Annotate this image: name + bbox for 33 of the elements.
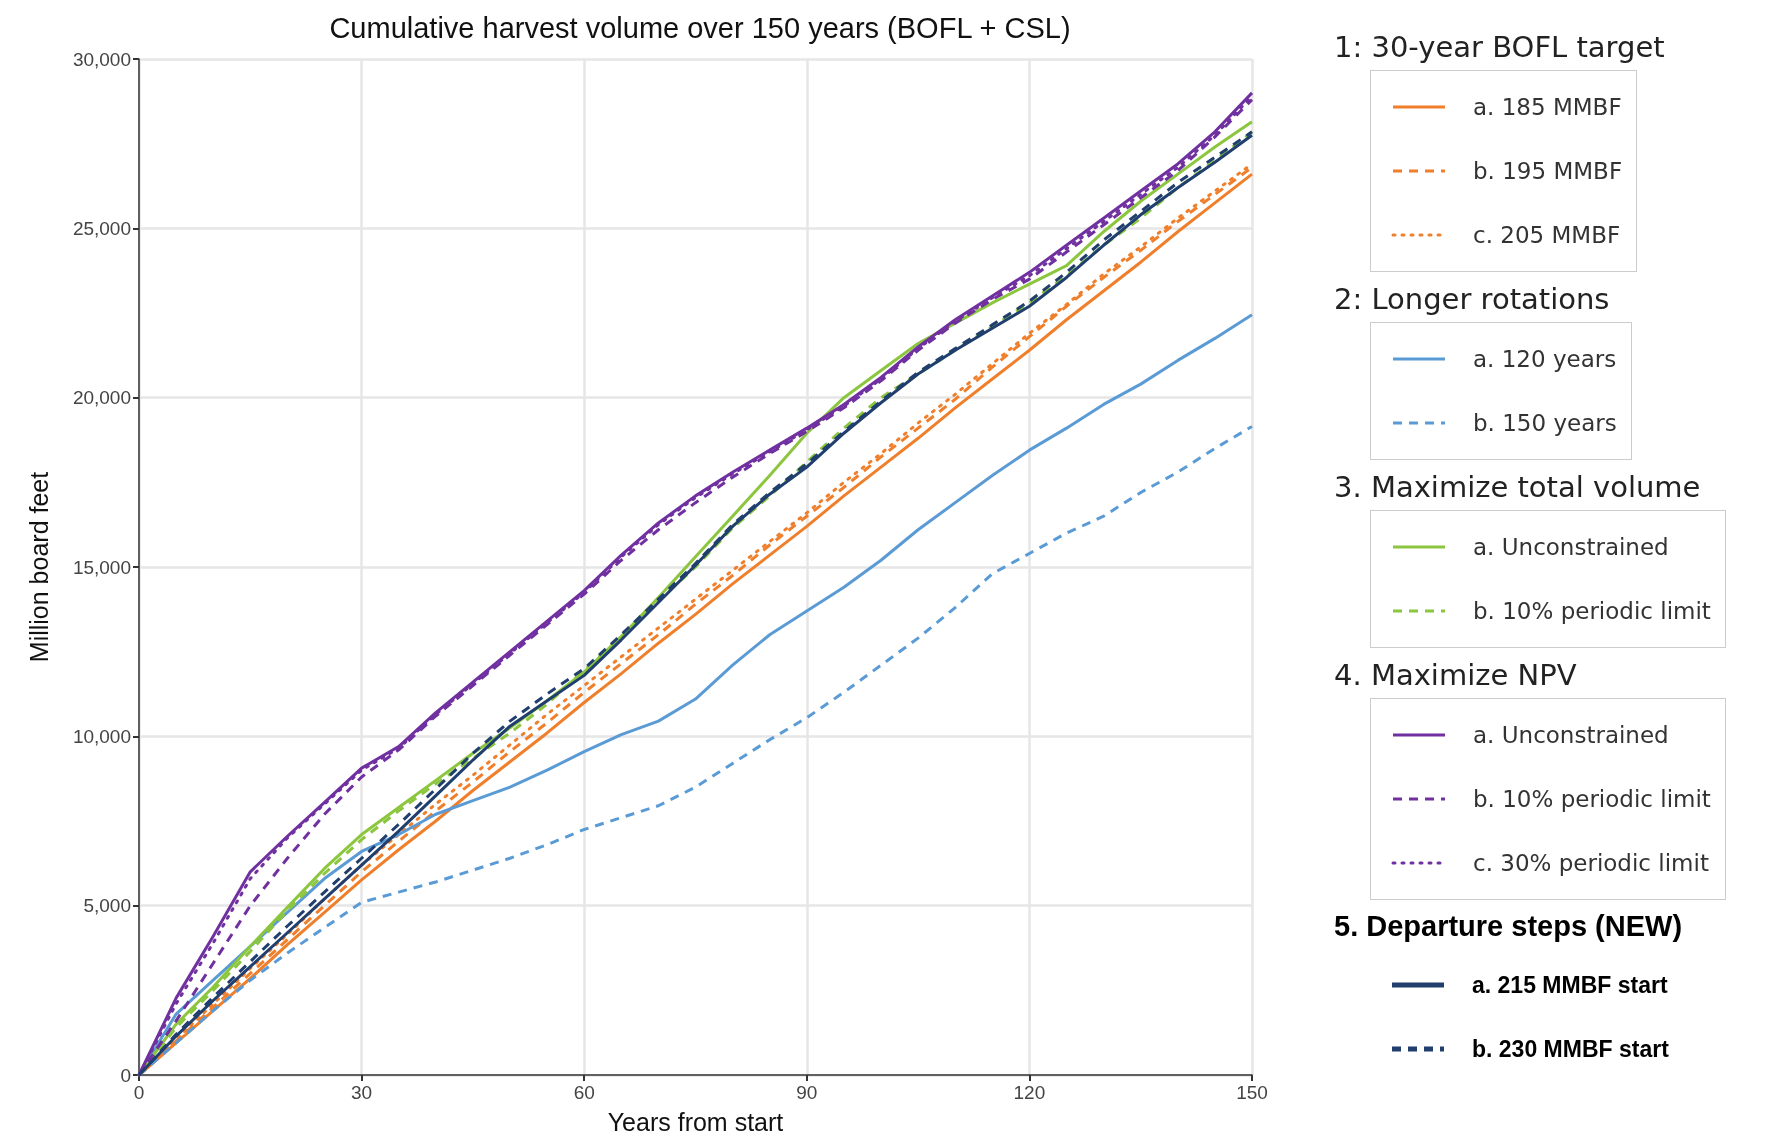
legend-label: b. 10% periodic limit bbox=[1473, 598, 1711, 624]
legend-label: a. 215 MMBF start bbox=[1472, 971, 1668, 999]
x-tick-label: 150 bbox=[1236, 1082, 1268, 1103]
text: 1: 30-year BOFL target bbox=[1334, 30, 1666, 64]
x-tick-label: 30 bbox=[351, 1082, 373, 1103]
legend-label: b. 150 years bbox=[1473, 410, 1617, 436]
y-tick-label: 20,000 bbox=[72, 387, 131, 409]
legend-label: b. 195 MMBF bbox=[1473, 158, 1623, 184]
text: 2: Longer rotations bbox=[1334, 282, 1611, 316]
legend-label: a. Unconstrained bbox=[1473, 534, 1669, 560]
text: 4. Maximize NPV bbox=[1334, 658, 1578, 692]
y-tick-label: 0 bbox=[120, 1064, 131, 1086]
legend-label: a. Unconstrained bbox=[1473, 722, 1669, 748]
legend-label: c. 205 MMBF bbox=[1473, 222, 1621, 248]
text: 5. Departure steps (NEW) bbox=[1334, 910, 1684, 943]
y-tick-label: 5,000 bbox=[83, 895, 131, 917]
legend-label: c. 30% periodic limit bbox=[1473, 850, 1709, 876]
y-axis-title: Million board feet bbox=[24, 471, 53, 663]
x-tick-label: 0 bbox=[133, 1082, 145, 1103]
y-tick-label: 10,000 bbox=[72, 725, 131, 747]
chart-title: Cumulative harvest volume over 150 years (BOFL + CSL) bbox=[329, 11, 1071, 44]
x-tick-label: 60 bbox=[573, 1082, 595, 1103]
x-axis-title: Years from start bbox=[607, 1107, 784, 1136]
legend-label: a. 185 MMBF bbox=[1473, 94, 1622, 120]
legend-label: b. 10% periodic limit bbox=[1473, 786, 1711, 812]
y-tick-label: 30,000 bbox=[72, 48, 131, 70]
text: 3. Maximize total volume bbox=[1334, 470, 1702, 504]
y-tick-label: 15,000 bbox=[72, 556, 131, 578]
x-tick-label: 120 bbox=[1013, 1082, 1046, 1103]
legend-label: b. 230 MMBF start bbox=[1472, 1035, 1669, 1063]
x-tick-label: 90 bbox=[796, 1082, 818, 1103]
y-tick-label: 25,000 bbox=[72, 217, 131, 239]
legend-label: a. 120 years bbox=[1473, 346, 1617, 372]
